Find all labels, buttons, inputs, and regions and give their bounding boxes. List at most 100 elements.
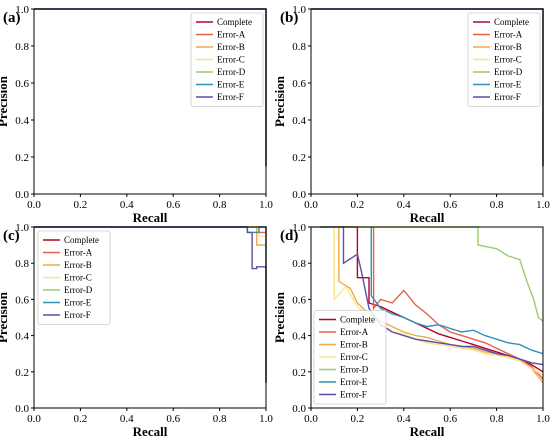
x-tick-label: 0.2 — [74, 199, 88, 211]
legend: Complete Error-A Error-B Error-C Error-D Erro… — [37, 230, 111, 325]
y-tick-label: 0.8 — [292, 41, 306, 53]
legend-entry: Error-C — [64, 273, 92, 283]
x-tick-label: 0.6 — [443, 413, 457, 425]
legend: Complete Error-A Error-B Error-C Error-D Erro… — [467, 12, 541, 107]
legend-box — [37, 230, 111, 325]
series-line-error-d — [311, 226, 544, 322]
x-tick-label: 0.8 — [213, 199, 227, 211]
y-axis-label: Precision — [272, 291, 287, 343]
legend-entry: Error-F — [494, 92, 521, 102]
y-tick-label: 0.6 — [15, 78, 29, 90]
series-line-error-c — [333, 227, 544, 376]
x-axis-label: Recall — [133, 210, 168, 225]
y-axis-label: Precision — [0, 75, 10, 127]
panel-tag: (c) — [3, 228, 20, 244]
legend-entry: Error-F — [340, 390, 367, 400]
x-tick-label: 0.4 — [120, 413, 134, 425]
y-tick-label: 0.0 — [15, 189, 29, 201]
y-tick-label: 1.0 — [15, 222, 29, 234]
legend-entry: Error-D — [340, 365, 369, 375]
series-line-error-f — [320, 226, 544, 366]
y-tick-label: 0.0 — [292, 189, 306, 201]
x-tick-label: 0.8 — [490, 413, 504, 425]
x-tick-label: 0.8 — [213, 413, 227, 425]
y-axis-label: Precision — [272, 75, 287, 127]
legend-entry: Complete — [340, 315, 375, 325]
x-tick-label: 0.4 — [120, 199, 134, 211]
x-tick-label: 1.0 — [536, 413, 550, 425]
y-tick-label: 0.0 — [15, 403, 29, 415]
panel-d: 0.0 0.2 0.4 0.6 0.8 1.0 0.0 0.2 0.4 0.6 0.8 1.0 Reca… — [272, 222, 550, 436]
y-tick-label: 1.0 — [292, 4, 306, 16]
legend-entry: Error-B — [340, 340, 368, 350]
legend-entry: Error-A — [217, 30, 246, 40]
x-tick-label: 0.6 — [443, 199, 457, 211]
legend-entry: Error-E — [340, 377, 368, 387]
plot-frame — [310, 8, 544, 195]
legend-entry: Error-E — [64, 298, 92, 308]
y-tick-label: 0.8 — [15, 41, 29, 53]
y-tick-label: 0.6 — [292, 78, 306, 90]
plot-frame — [33, 8, 267, 195]
legend-entry: Error-F — [217, 92, 244, 102]
y-tick-label: 1.0 — [292, 222, 306, 234]
y-tick-label: 0.6 — [15, 294, 29, 306]
x-tick-label: 0.0 — [27, 413, 41, 425]
x-tick-label: 1.0 — [259, 413, 273, 425]
legend-entry: Complete — [64, 235, 99, 245]
legend-entry: Error-B — [217, 42, 245, 52]
series-line-error-e — [370, 227, 544, 355]
legend-entry: Error-C — [217, 55, 245, 65]
x-tick-label: 1.0 — [259, 199, 273, 211]
x-tick-label: 0.2 — [351, 199, 365, 211]
x-tick-label: 0.4 — [397, 413, 411, 425]
panel-tag: (b) — [280, 10, 298, 26]
legend-entry: Error-A — [340, 327, 369, 337]
panel-tag: (a) — [3, 10, 21, 26]
legend-entry: Error-F — [64, 310, 91, 320]
y-axis-label: Precision — [0, 291, 10, 343]
x-tick-label: 0.0 — [27, 199, 41, 211]
panel-b: 0.0 0.2 0.4 0.6 0.8 1.0 0.0 0.2 0.4 0.6 0.8 1.0 Reca… — [272, 4, 550, 225]
y-tick-label: 0.2 — [15, 367, 29, 379]
legend-entry: Complete — [494, 17, 529, 27]
x-axis-label: Recall — [410, 210, 445, 225]
legend: Complete Error-A Error-B Error-C Error-D Erro… — [313, 310, 387, 405]
x-tick-label: 0.4 — [397, 199, 411, 211]
legend-entry: Error-E — [217, 80, 245, 90]
series-line-error-a — [372, 227, 544, 380]
y-tick-label: 0.4 — [292, 115, 306, 127]
y-tick-label: 0.8 — [15, 258, 29, 270]
plot-frame — [33, 226, 267, 409]
x-tick-label: 0.0 — [304, 413, 318, 425]
legend-entry: Error-B — [494, 42, 522, 52]
legend-entry: Error-E — [494, 80, 522, 90]
x-tick-label: 0.2 — [351, 413, 365, 425]
y-tick-label: 0.2 — [292, 367, 306, 379]
legend-box — [313, 310, 387, 405]
y-tick-label: 1.0 — [15, 4, 29, 16]
legend-entry: Error-D — [494, 67, 523, 77]
legend-entry: Error-C — [494, 55, 522, 65]
x-axis-label: Recall — [410, 424, 445, 436]
x-axis-label: Recall — [133, 424, 168, 436]
legend-box — [190, 12, 264, 107]
x-tick-label: 0.0 — [304, 199, 318, 211]
series-line-error-f — [34, 226, 267, 383]
y-tick-label: 0.6 — [292, 294, 306, 306]
panel-a: 0.0 0.2 0.4 0.6 0.8 1.0 0.0 0.2 0.4 0.6 0.8 1.0 Reca… — [0, 4, 273, 225]
legend-entry: Error-C — [340, 352, 368, 362]
x-tick-label: 0.6 — [166, 413, 180, 425]
y-tick-label: 0.2 — [15, 152, 29, 164]
y-tick-label: 0.2 — [292, 152, 306, 164]
x-tick-label: 0.8 — [490, 199, 504, 211]
y-tick-label: 0.0 — [292, 403, 306, 415]
series-group — [311, 226, 544, 384]
y-tick-label: 0.8 — [292, 258, 306, 270]
legend-entry: Complete — [217, 17, 252, 27]
y-tick-label: 0.4 — [15, 115, 29, 127]
x-tick-label: 1.0 — [536, 199, 550, 211]
x-tick-label: 0.6 — [166, 199, 180, 211]
panel-tag: (d) — [280, 228, 298, 244]
